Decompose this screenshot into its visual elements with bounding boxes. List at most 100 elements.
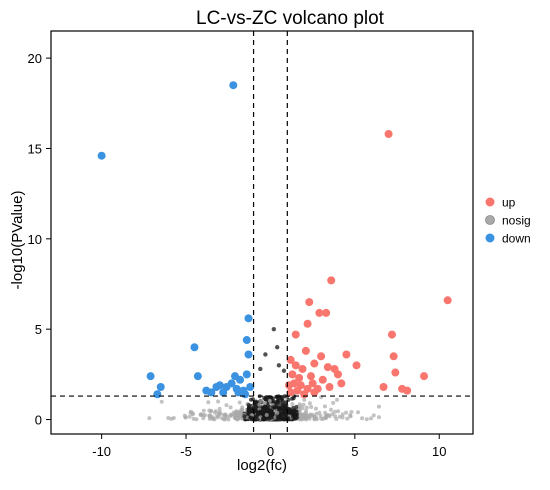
down-point — [190, 343, 199, 352]
nosig-point — [222, 417, 227, 422]
down-point — [230, 372, 239, 381]
nosig-point — [301, 412, 306, 417]
nosig-point — [201, 408, 206, 413]
nosig-point — [270, 412, 275, 416]
nosig-point — [329, 407, 333, 412]
nosig-point — [215, 415, 220, 420]
down-point — [241, 390, 250, 399]
nosig-point — [159, 399, 164, 404]
nosig-point — [240, 407, 245, 412]
nosig-point — [298, 404, 302, 409]
down-point — [153, 390, 162, 399]
nosig-point — [314, 406, 318, 411]
nosig-point — [302, 397, 307, 402]
down-point — [242, 370, 251, 379]
nosig-point — [272, 405, 277, 410]
nosig-point — [257, 402, 262, 407]
nosig-point — [314, 417, 319, 422]
nosig-point — [301, 416, 305, 421]
nosig-point — [322, 404, 327, 409]
nosig-point — [276, 363, 282, 368]
nosig-point — [371, 413, 376, 418]
nosig-point — [275, 399, 280, 404]
nosig-point — [319, 416, 324, 421]
nosig-point — [254, 400, 259, 405]
up-point — [308, 379, 317, 388]
up-point — [333, 370, 342, 379]
nosig-point — [267, 410, 272, 415]
nosig-point — [224, 403, 229, 408]
nosig-point — [282, 405, 287, 410]
nosig-point — [307, 401, 312, 406]
down-point — [244, 314, 253, 323]
up-point — [337, 379, 346, 388]
x-tick-label: -10 — [92, 444, 111, 459]
y-tick-label: 15 — [28, 141, 42, 156]
nosig-point — [333, 414, 338, 419]
nosig-point — [294, 404, 299, 409]
nosig-point — [304, 405, 309, 410]
nosig-point — [267, 416, 272, 421]
nosig-point — [330, 412, 335, 417]
x-tick-label: 10 — [432, 444, 446, 459]
nosig-point — [281, 368, 287, 373]
nosig-point — [217, 406, 222, 411]
up-point — [306, 372, 315, 381]
nosig-point — [337, 414, 342, 419]
nosig-point — [255, 417, 260, 422]
nosig-point — [208, 413, 213, 418]
up-point — [285, 381, 294, 390]
nosig-point — [271, 326, 277, 332]
up-point — [295, 373, 304, 382]
nosig-point — [323, 410, 328, 415]
legend-swatch-nosig — [485, 215, 495, 225]
nosig-point — [290, 414, 295, 419]
up-point — [323, 363, 332, 372]
up-point — [291, 330, 300, 339]
nosig-point — [187, 414, 192, 419]
plot-panel — [50, 30, 474, 435]
down-point — [97, 151, 106, 160]
nosig-point — [216, 399, 221, 404]
nosig-point — [263, 416, 268, 421]
nosig-point — [282, 394, 287, 399]
up-point — [298, 364, 307, 373]
nosig-point — [263, 352, 268, 357]
nosig-point — [190, 412, 195, 417]
nosig-point — [237, 400, 242, 405]
up-point — [315, 308, 324, 317]
nosig-point — [369, 416, 373, 421]
y-tick-label: 5 — [35, 322, 42, 337]
up-point — [389, 352, 398, 361]
up-point — [286, 355, 295, 364]
nosig-point — [264, 413, 269, 417]
nosig-point — [364, 417, 369, 422]
nosig-point — [279, 406, 284, 411]
down-point — [156, 383, 165, 392]
x-tick-label: 5 — [351, 444, 358, 459]
up-point — [384, 130, 393, 139]
nosig-point — [291, 405, 296, 410]
up-point — [379, 383, 388, 392]
down-point — [207, 388, 216, 397]
nosig-point — [271, 399, 276, 404]
up-point — [301, 346, 310, 355]
nosig-point — [293, 414, 298, 419]
nosig-point — [258, 366, 263, 372]
up-point — [296, 381, 305, 390]
x-tick-label: 0 — [267, 444, 274, 459]
nosig-point — [268, 398, 272, 403]
nosig-point — [266, 406, 271, 411]
nosig-point — [356, 410, 360, 415]
nosig-point — [201, 413, 206, 417]
nosig-point — [260, 409, 265, 414]
nosig-point — [314, 411, 319, 416]
up-point — [420, 372, 429, 381]
nosig-point — [340, 412, 345, 417]
up-point — [286, 388, 295, 397]
up-point — [303, 384, 312, 393]
up-point — [291, 361, 300, 370]
up-point — [318, 375, 327, 384]
nosig-point — [265, 397, 269, 402]
